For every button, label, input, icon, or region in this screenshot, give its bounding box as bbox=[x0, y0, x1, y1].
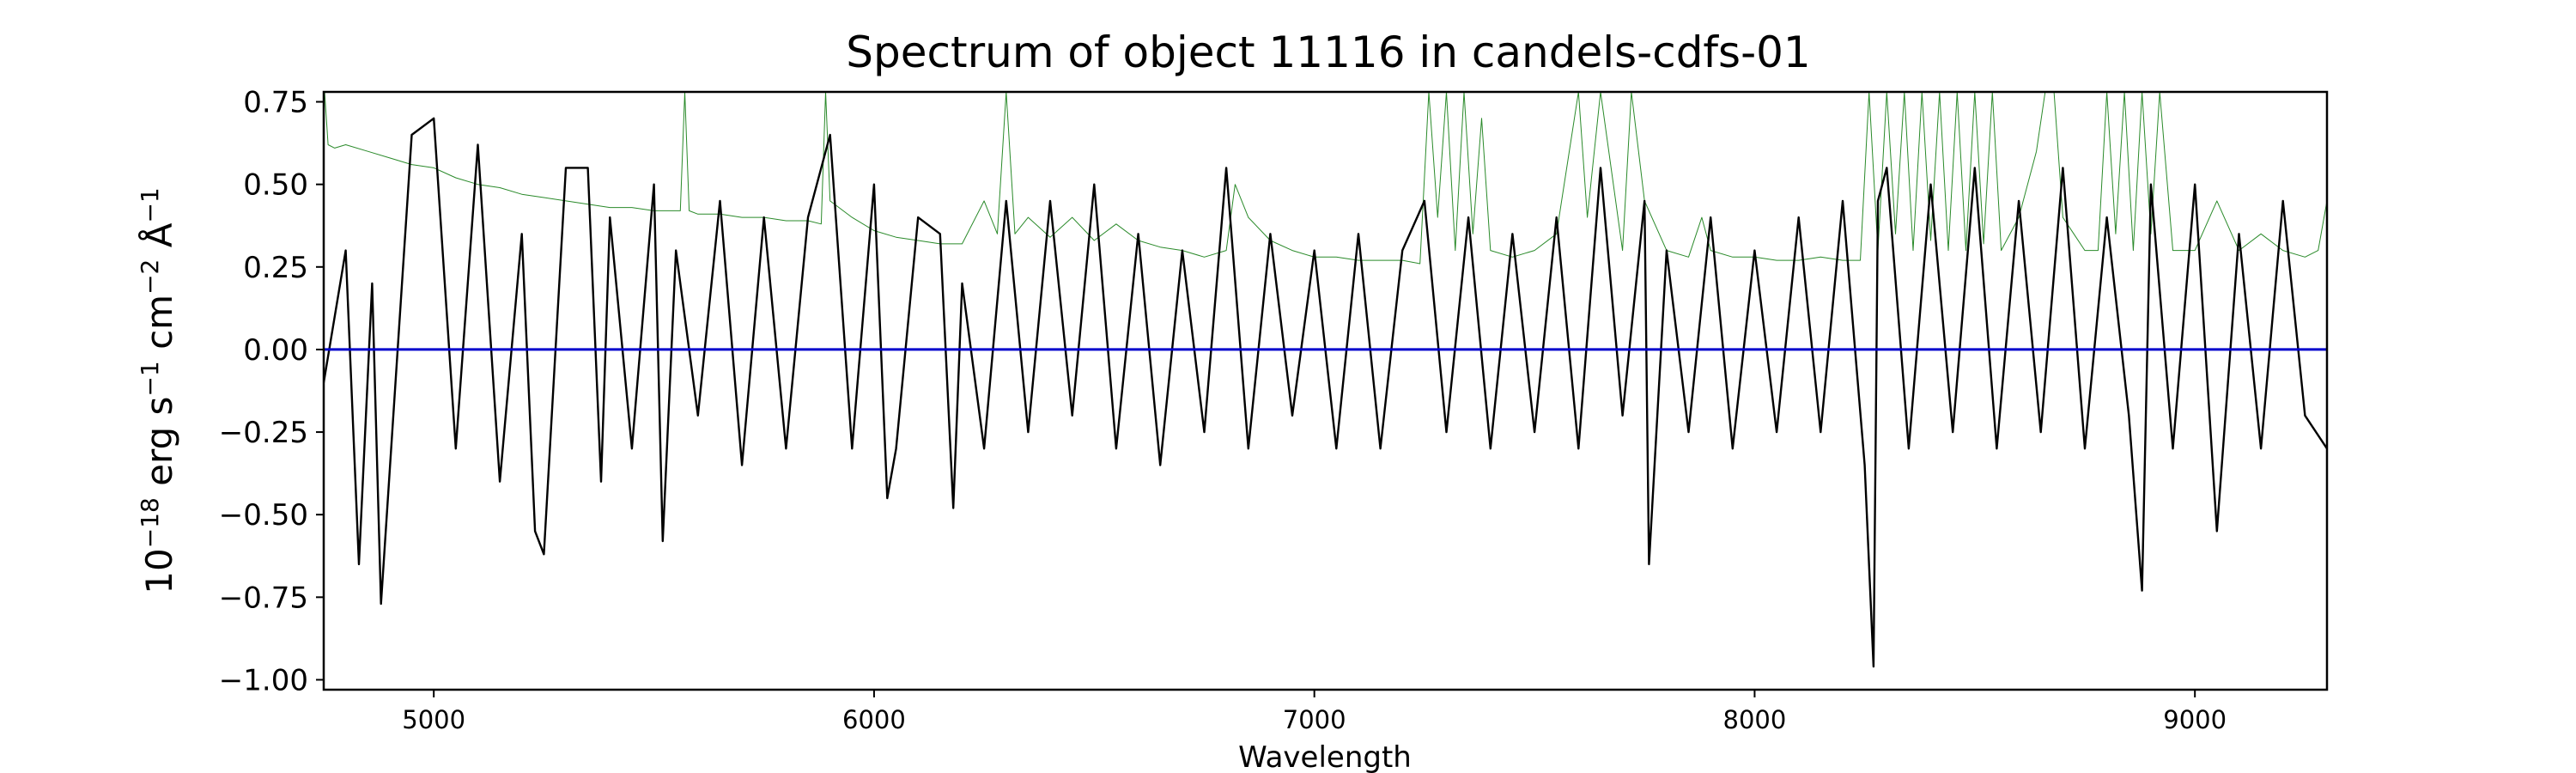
x-tick-label: 9000 bbox=[2163, 705, 2227, 734]
y-label-unit3: Å bbox=[137, 222, 180, 259]
y-label-exp2: −1 bbox=[136, 361, 164, 396]
y-tick-label: −1.00 bbox=[219, 663, 308, 697]
y-tick-label: 0.75 bbox=[243, 86, 308, 120]
y-axis: 0.75 0.50 0.25 0.00 −0.25 −0.50 −0.75 −1.00 bbox=[219, 86, 324, 697]
x-tick-label: 5000 bbox=[402, 705, 465, 734]
y-label-exp4: −1 bbox=[136, 187, 164, 222]
series-layer bbox=[324, 92, 2327, 668]
y-tick-label: 0.00 bbox=[243, 333, 308, 368]
series-line-0 bbox=[324, 92, 2327, 265]
x-tick-label: 6000 bbox=[842, 705, 906, 734]
x-tick-label: 8000 bbox=[1723, 705, 1787, 734]
y-label-exp3: −2 bbox=[136, 259, 164, 295]
y-label-exp1: −18 bbox=[136, 497, 164, 548]
y-tick-label: −0.25 bbox=[219, 416, 308, 450]
x-axis-label: Wavelength bbox=[1238, 740, 1412, 773]
y-label-unit2: cm bbox=[138, 295, 180, 361]
chart-title: Spectrum of object 11116 in candels-cdfs… bbox=[846, 27, 1811, 77]
y-tick-label: −0.75 bbox=[219, 581, 308, 615]
plot-frame bbox=[322, 90, 2329, 691]
y-tick-label: 0.25 bbox=[243, 251, 308, 285]
y-axis-label: 10−18 erg s−1 cm−2 Å−1 bbox=[136, 187, 181, 593]
x-tick-label: 7000 bbox=[1283, 705, 1346, 734]
y-tick-label: −0.50 bbox=[219, 498, 308, 533]
y-label-base: 10 bbox=[138, 548, 180, 593]
x-axis: 5000 6000 7000 8000 9000 bbox=[402, 690, 2227, 734]
series-line-1 bbox=[324, 117, 2327, 668]
y-tick-label: 0.50 bbox=[243, 168, 308, 203]
y-label-unit1: erg s bbox=[138, 397, 180, 498]
